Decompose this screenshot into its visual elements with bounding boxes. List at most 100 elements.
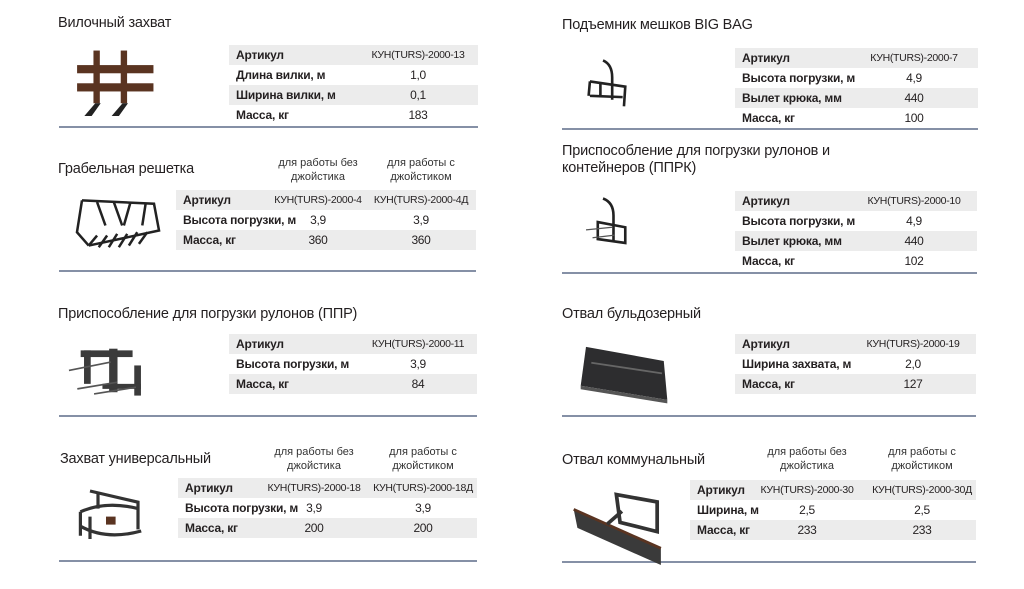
spec-table: Артикул КУН(TURS)-2000-10 Высота погрузки,… [735, 191, 977, 271]
spec-value: КУН(TURS)-2000-4 [274, 194, 362, 206]
spec-value: 1,0 [410, 68, 426, 82]
spec-table: Артикул КУН(TURS)-2000-4 КУН(TURS)-2000-4Д… [176, 190, 476, 250]
bulldozer-blade-image [580, 346, 668, 404]
spec-row: Масса, кг 233 233 [690, 520, 976, 540]
bale-spear-image [68, 348, 141, 396]
spec-value: КУН(TURS)-2000-13 [371, 49, 465, 61]
section-divider [562, 561, 976, 563]
spec-value: 3,9 [413, 213, 429, 227]
spec-label: Высота погрузки, м [742, 71, 856, 85]
spec-value: 3,9 [310, 213, 326, 227]
spec-value: 0,1 [410, 88, 426, 102]
spec-row: Масса, кг 360 360 [176, 230, 476, 250]
spec-value: 2,5 [914, 503, 930, 517]
spec-value: 102 [904, 254, 924, 268]
spec-value: КУН(TURS)-2000-4Д [373, 194, 469, 206]
spec-value: КУН(TURS)-2000-18 [267, 482, 361, 494]
column-header: для работы без джойстика [274, 446, 354, 472]
spec-row: Вылет крюка, мм 440 [735, 88, 978, 108]
spec-value: 84 [411, 377, 425, 391]
spec-value: 3,9 [306, 501, 322, 515]
spec-value: КУН(TURS)-2000-11 [371, 338, 465, 350]
product-title: Вилочный захват [58, 15, 172, 31]
spec-row: Артикул КУН(TURS)-2000-4 КУН(TURS)-2000-4Д [176, 190, 476, 210]
spec-label: Масса, кг [742, 377, 795, 391]
spec-row: Масса, кг 127 [735, 374, 976, 394]
product-title: Подъемник мешков BIG BAG [562, 17, 753, 33]
product-title: Приспособление для погрузки рулонов и [562, 143, 830, 159]
spec-row: Высота погрузки, м 3,9 [229, 354, 477, 374]
spec-row: Длина вилки, м 1,0 [229, 65, 478, 85]
municipal-blade-image [573, 492, 662, 566]
spec-value: 233 [797, 523, 817, 537]
spec-label: Артикул [742, 194, 790, 208]
spec-value: 2,0 [905, 357, 921, 371]
spec-label: Артикул [183, 193, 231, 207]
spec-value: 2,5 [799, 503, 815, 517]
spec-row: Масса, кг 84 [229, 374, 477, 394]
spec-value: 183 [408, 108, 428, 122]
spec-label: Длина вилки, м [236, 68, 326, 82]
column-header: для работы с джойстиком [387, 157, 455, 183]
spec-row: Артикул КУН(TURS)-2000-19 [735, 334, 976, 354]
spec-label: Вылет крюка, мм [742, 234, 842, 248]
section-divider [59, 415, 477, 417]
spec-label: Артикул [236, 48, 284, 62]
section-divider [562, 272, 977, 274]
spec-value: 4,9 [906, 71, 922, 85]
spec-row: Высота погрузки, м 3,9 3,9 [176, 210, 476, 230]
product-title: Захват универсальный [60, 451, 211, 467]
spec-table: Артикул КУН(TURS)-2000-19 Ширина захвата, … [735, 334, 976, 394]
spec-value: 200 [413, 521, 433, 535]
section-divider [562, 415, 976, 417]
column-header: для работы без джойстика [767, 446, 847, 472]
bigbag-lifter-image [587, 59, 627, 107]
spec-row: Артикул КУН(TURS)-2000-18 КУН(TURS)-2000-1… [178, 478, 477, 498]
spec-value: 440 [904, 91, 924, 105]
spec-label: Артикул [697, 483, 745, 497]
spec-row: Масса, кг 183 [229, 105, 478, 125]
spec-value: 100 [904, 111, 924, 125]
spec-value: 127 [903, 377, 923, 391]
bale-container-lifter-image [586, 197, 627, 245]
section-divider [59, 270, 476, 272]
spec-row: Масса, кг 100 [735, 108, 978, 128]
spec-label: Масса, кг [183, 233, 236, 247]
spec-row: Масса, кг 102 [735, 251, 977, 271]
spec-label: Масса, кг [185, 521, 238, 535]
spec-value: КУН(TURS)-2000-7 [870, 52, 958, 64]
spec-table: Артикул КУН(TURS)-2000-7 Высота погрузки, … [735, 48, 978, 128]
spec-value: 360 [411, 233, 431, 247]
spec-row: Артикул КУН(TURS)-2000-7 [735, 48, 978, 68]
spec-table: Артикул КУН(TURS)-2000-11 Высота погрузки,… [229, 334, 477, 394]
spec-row: Артикул КУН(TURS)-2000-10 [735, 191, 977, 211]
spec-row: Масса, кг 200 200 [178, 518, 477, 538]
spec-label: Высота погрузки, м [742, 214, 856, 228]
spec-value: 3,9 [415, 501, 431, 515]
spec-row: Вылет крюка, мм 440 [735, 231, 977, 251]
spec-label: Артикул [185, 481, 233, 495]
spec-table: Артикул КУН(TURS)-2000-18 КУН(TURS)-2000-1… [178, 478, 477, 538]
spec-value: КУН(TURS)-2000-18Д [373, 482, 473, 494]
spec-row: Высота погрузки, м 4,9 [735, 211, 977, 231]
spec-label: Масса, кг [742, 254, 795, 268]
spec-value: КУН(TURS)-2000-10 [867, 195, 961, 207]
spec-label: Масса, кг [236, 108, 289, 122]
spec-label: Вылет крюка, мм [742, 91, 842, 105]
spec-value: 360 [308, 233, 328, 247]
spec-label: Ширина, м [697, 503, 759, 517]
spec-label: Артикул [742, 51, 790, 65]
section-divider [562, 128, 978, 130]
section-divider [59, 560, 477, 562]
spec-label: Ширина захвата, м [742, 357, 852, 371]
spec-row: Артикул КУН(TURS)-2000-11 [229, 334, 477, 354]
spec-label: Масса, кг [742, 111, 795, 125]
product-title: контейнеров (ППРК) [562, 160, 697, 176]
spec-label: Артикул [742, 337, 790, 351]
spec-label: Масса, кг [697, 523, 750, 537]
product-title: Приспособление для погрузки рулонов (ППР… [58, 306, 358, 322]
spec-row: Высота погрузки, м 3,9 3,9 [178, 498, 477, 518]
rake-grid-image [75, 199, 161, 248]
spec-row: Артикул КУН(TURS)-2000-13 [229, 45, 478, 65]
spec-label: Масса, кг [236, 377, 289, 391]
